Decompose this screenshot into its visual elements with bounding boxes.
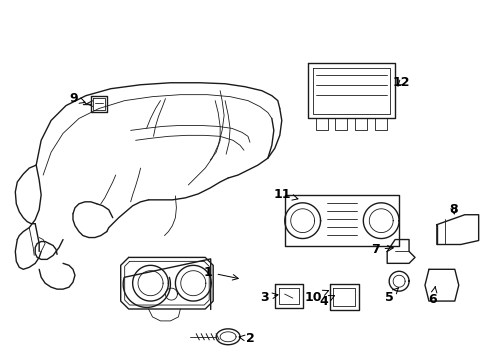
Text: 11: 11 — [273, 188, 297, 201]
Text: 5: 5 — [384, 288, 398, 303]
Text: 8: 8 — [448, 203, 457, 216]
Text: 4: 4 — [319, 294, 334, 307]
Text: 1: 1 — [203, 266, 238, 280]
Text: 12: 12 — [391, 76, 409, 89]
Text: 10: 10 — [304, 290, 328, 303]
Text: 3: 3 — [260, 291, 277, 303]
Text: 7: 7 — [370, 243, 392, 256]
Text: 2: 2 — [239, 332, 254, 345]
Text: 6: 6 — [428, 287, 436, 306]
Text: 9: 9 — [69, 92, 85, 105]
